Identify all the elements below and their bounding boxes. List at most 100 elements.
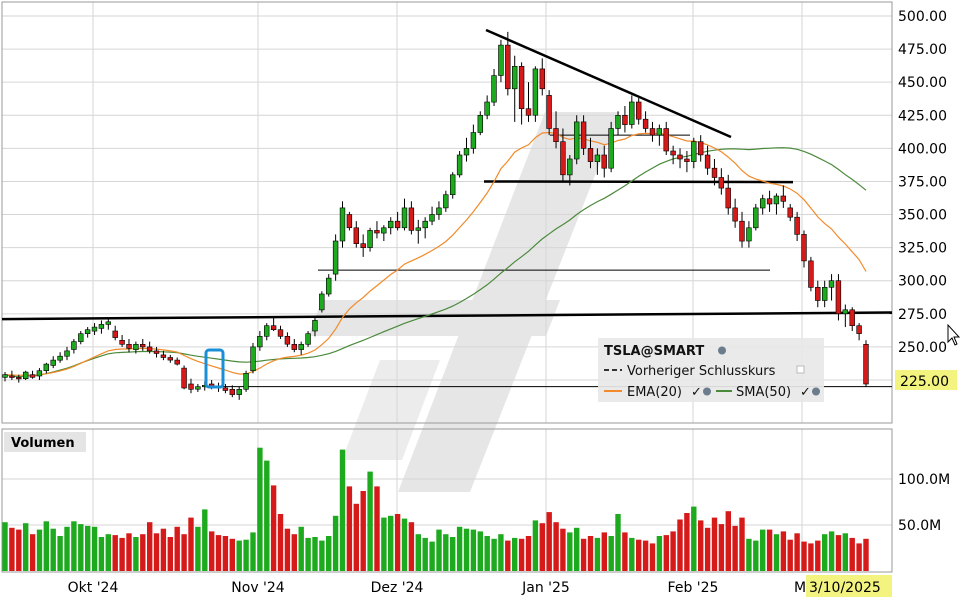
candle-body bbox=[849, 309, 855, 326]
candle-body bbox=[808, 260, 814, 288]
volume-bar bbox=[326, 536, 332, 571]
candle bbox=[725, 174, 731, 215]
candle-body bbox=[50, 359, 56, 366]
candle-body bbox=[263, 325, 270, 337]
volume-bar bbox=[174, 526, 180, 571]
candle-body bbox=[753, 207, 759, 229]
candle-body bbox=[43, 363, 50, 372]
trendline-annotations bbox=[1, 28, 893, 388]
price-panel-border bbox=[1, 1, 893, 424]
volume-bar bbox=[16, 529, 22, 571]
price-tick-label: 275.00 bbox=[898, 307, 947, 323]
candle bbox=[518, 62, 525, 125]
volume-bar bbox=[546, 512, 552, 571]
volume-bar bbox=[332, 515, 339, 571]
candle-body bbox=[815, 286, 821, 301]
candle-body bbox=[601, 154, 607, 169]
volume-bar bbox=[512, 537, 518, 571]
candle bbox=[374, 221, 380, 239]
volume-bar bbox=[636, 539, 642, 571]
candle bbox=[160, 350, 167, 361]
candle-body bbox=[546, 95, 552, 129]
candle bbox=[677, 148, 683, 169]
volume-bar bbox=[339, 449, 346, 571]
volume-bar bbox=[257, 447, 263, 571]
volume-bar bbox=[773, 534, 780, 571]
volume-bar bbox=[815, 540, 821, 571]
candle-body bbox=[222, 387, 229, 391]
volume-bar bbox=[580, 538, 587, 571]
candle bbox=[84, 327, 91, 338]
candle bbox=[332, 234, 339, 281]
volume-bar bbox=[856, 543, 862, 571]
legend-sma-check-icon[interactable]: ✓ bbox=[800, 385, 811, 400]
candle-body bbox=[477, 115, 483, 133]
price-tick-label: 400.00 bbox=[898, 141, 947, 157]
volume-bar bbox=[766, 529, 773, 571]
candle bbox=[133, 341, 139, 354]
candle-body bbox=[29, 374, 36, 378]
legend-ema-check-icon[interactable]: ✓ bbox=[691, 385, 702, 400]
candle bbox=[498, 39, 504, 83]
candle bbox=[236, 386, 242, 400]
candlestick-series bbox=[2, 31, 869, 400]
candle bbox=[140, 338, 146, 351]
candle bbox=[188, 378, 194, 394]
volume-bar bbox=[346, 486, 353, 571]
candle-body bbox=[105, 321, 112, 325]
candle-body bbox=[649, 128, 656, 136]
candle bbox=[746, 221, 752, 248]
candle-body bbox=[339, 207, 346, 242]
candle bbox=[477, 111, 483, 136]
candle bbox=[78, 331, 84, 345]
volume-bar bbox=[760, 529, 766, 571]
candle bbox=[387, 217, 394, 235]
legend-ema-settings-icon[interactable] bbox=[703, 387, 711, 396]
legend-symbol-settings-icon[interactable] bbox=[718, 346, 726, 355]
legend-prev-close-checkbox[interactable] bbox=[796, 365, 805, 374]
candle-body bbox=[573, 121, 580, 160]
candle-body bbox=[112, 330, 118, 338]
candle-body bbox=[57, 355, 63, 361]
candle-body bbox=[484, 101, 490, 116]
volume-bar bbox=[9, 527, 15, 571]
volume-bar bbox=[388, 515, 394, 571]
candle-body bbox=[691, 141, 697, 162]
candle bbox=[456, 151, 463, 178]
volume-bar bbox=[126, 533, 132, 571]
volume-bar bbox=[711, 517, 718, 571]
candle-body bbox=[608, 128, 614, 169]
candle-body bbox=[828, 280, 835, 288]
volume-bar bbox=[553, 522, 559, 571]
candle bbox=[560, 128, 566, 182]
candle-body bbox=[505, 44, 511, 90]
candle bbox=[16, 374, 22, 383]
candle bbox=[863, 340, 869, 387]
volume-bar bbox=[291, 534, 297, 571]
candle-body bbox=[677, 154, 683, 160]
candle bbox=[835, 274, 842, 321]
candle-body bbox=[16, 377, 22, 380]
candle-body bbox=[346, 214, 353, 228]
volume-bar bbox=[422, 537, 428, 571]
candle-body bbox=[64, 350, 70, 357]
candle-body bbox=[422, 220, 428, 229]
volume-bar bbox=[601, 532, 607, 571]
volume-bar bbox=[112, 535, 118, 571]
candle-body bbox=[635, 101, 642, 120]
candle-body bbox=[773, 195, 780, 205]
candle-body bbox=[567, 158, 573, 176]
candle bbox=[415, 219, 421, 244]
volume-bar bbox=[594, 537, 601, 571]
volume-bar bbox=[525, 536, 532, 571]
candle bbox=[691, 137, 697, 169]
legend-sma-settings-icon[interactable] bbox=[812, 387, 820, 396]
volume-bar bbox=[574, 527, 580, 571]
volume-bar bbox=[539, 523, 545, 571]
time-tick-label: Okt '24 bbox=[68, 580, 119, 596]
candle-body bbox=[36, 370, 43, 377]
descending-trendline bbox=[485, 28, 732, 139]
candle-body bbox=[270, 325, 277, 331]
candle bbox=[243, 370, 249, 392]
volume-bar bbox=[863, 538, 869, 571]
